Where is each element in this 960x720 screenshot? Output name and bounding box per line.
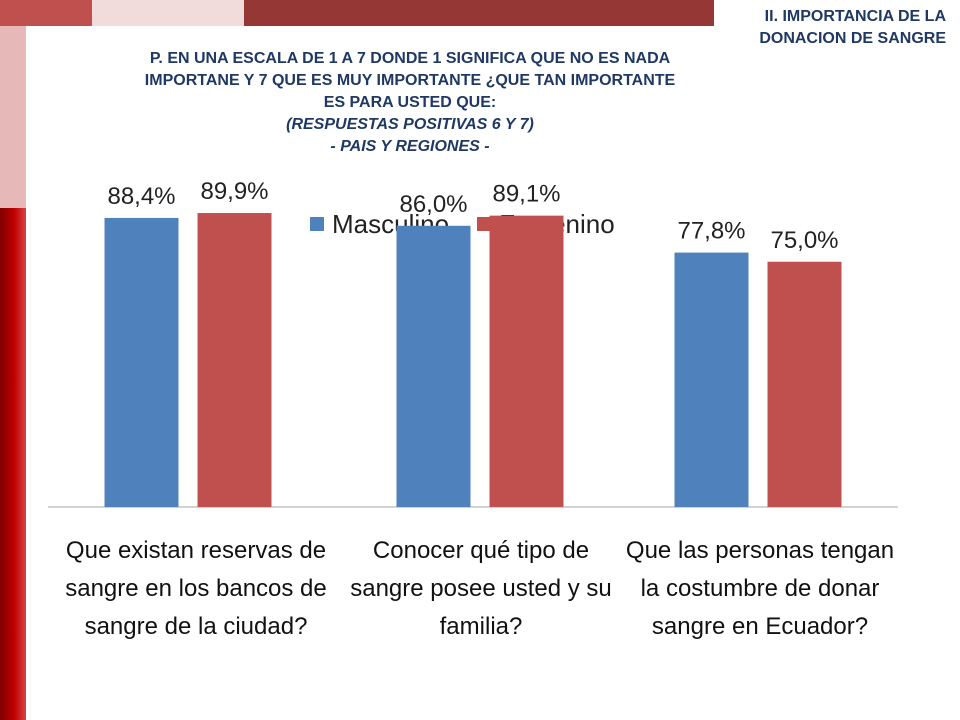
decorative-top-bar-dark-red — [244, 0, 714, 26]
bar-femenino-0 — [197, 213, 272, 508]
category-label-reservas: Que existan reservas de sangre en los ba… — [65, 537, 327, 640]
decorative-top-bar-pink — [92, 0, 244, 26]
legend-swatch-masculino — [310, 217, 324, 231]
legend-item-masculino: Masculino — [310, 209, 449, 240]
bar-masculino-1 — [396, 225, 471, 507]
data-label-masculino-0: 88,4% — [107, 183, 175, 210]
question-subtitle-responses: (RESPUESTAS POSITIVAS 6 Y 7) — [286, 116, 534, 133]
question-subtitle-regions: - PAIS Y REGIONES - — [330, 138, 490, 155]
data-label-masculino-1: 86,0% — [399, 191, 467, 218]
bar-femenino-1 — [489, 215, 564, 507]
legend-swatch-femenino — [477, 217, 492, 231]
question-line-2: IMPORTANE Y 7 QUE ES MUY IMPORTANTE ¿QUE… — [144, 72, 676, 89]
data-label-femenino-2: 75,0% — [770, 227, 838, 254]
data-label-femenino-0: 89,9% — [200, 178, 268, 205]
data-label-femenino-1: 89,1% — [492, 181, 560, 208]
question-text: P. EN UNA ESCALA DE 1 A 7 DONDE 1 SIGNIF… — [60, 48, 760, 158]
question-line-3: ES PARA USTED QUE: — [323, 94, 497, 111]
question-line-1: P. EN UNA ESCALA DE 1 A 7 DONDE 1 SIGNIF… — [149, 50, 671, 67]
category-label-costumbre: Que las personas tengan la costumbre de … — [625, 537, 895, 640]
decorative-top-bar-white — [714, 0, 960, 26]
bar-femenino-2 — [767, 261, 842, 507]
section-title: II. IMPORTANCIA DE LA DONACION DE SANGRE — [759, 8, 946, 47]
decorative-top-bar-red — [0, 0, 92, 26]
bar-masculino-0 — [104, 217, 179, 507]
decorative-left-bar-pink — [0, 26, 26, 208]
category-label-tipo-sangre: Conocer qué tipo de sangre posee usted y… — [350, 537, 612, 640]
bar-masculino-2 — [674, 252, 749, 507]
decorative-left-bar-red — [0, 208, 26, 720]
data-label-masculino-2: 77,8% — [677, 218, 745, 245]
